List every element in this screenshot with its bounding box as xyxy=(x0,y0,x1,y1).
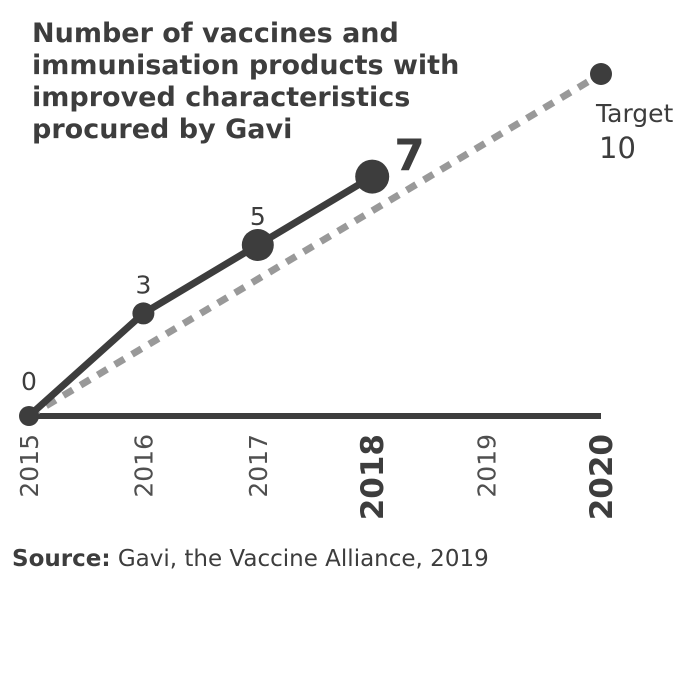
chart-title: Number of vaccines and immunisation prod… xyxy=(32,18,492,146)
data-point xyxy=(132,302,155,325)
title-line: procured by Gavi xyxy=(32,114,293,145)
data-label: 3 xyxy=(135,270,151,299)
x-tick-label: 2018 xyxy=(355,434,391,520)
source-text: Gavi, the Vaccine Alliance, 2019 xyxy=(110,546,489,572)
data-point xyxy=(355,159,390,194)
x-tick-label: 2020 xyxy=(584,434,620,520)
target-line xyxy=(27,70,603,420)
data-point xyxy=(241,229,274,261)
source-label: Source: xyxy=(12,546,111,572)
x-tick-label: 2019 xyxy=(473,434,502,498)
target-label: Target xyxy=(595,99,674,128)
data-point xyxy=(19,406,39,426)
x-tick-label: 2015 xyxy=(15,434,44,498)
x-tick-label: 2017 xyxy=(244,434,273,498)
x-tick-label: 2016 xyxy=(129,434,158,498)
data-label: 0 xyxy=(21,367,37,396)
data-label: 5 xyxy=(250,202,266,231)
source-note: Source: Gavi, the Vaccine Alliance, 2019 xyxy=(12,546,489,572)
target-point xyxy=(590,63,612,85)
title-line: immunisation products with xyxy=(32,50,460,81)
target-value-label: 10 xyxy=(599,131,636,165)
actual-line xyxy=(26,173,374,419)
title-line: improved characteristics xyxy=(32,82,411,113)
data-label: 7 xyxy=(394,131,425,182)
title-line: Number of vaccines and xyxy=(32,18,399,49)
